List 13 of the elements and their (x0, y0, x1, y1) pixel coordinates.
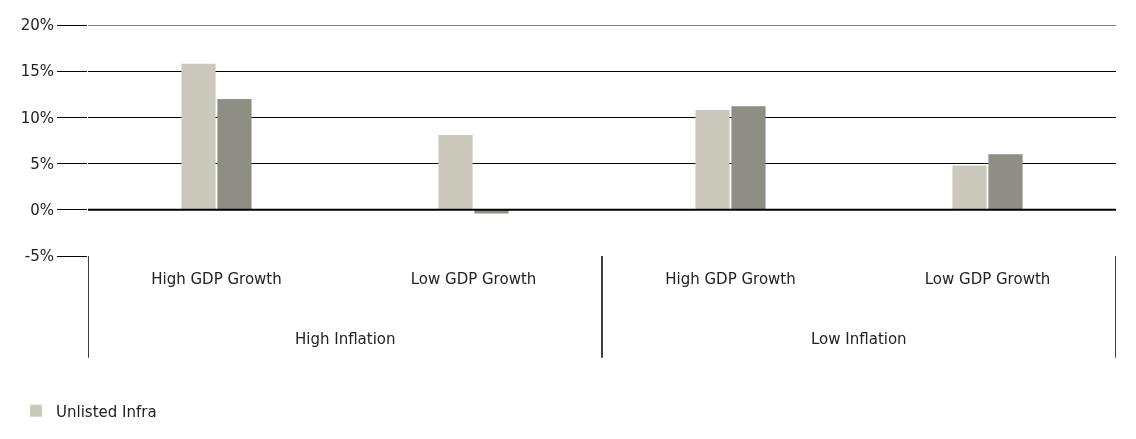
x-tick-label: Low GDP Growth (924, 270, 1051, 288)
y-tick-label: 15% (20, 62, 54, 81)
legend-label: Unlisted Infra (56, 402, 157, 421)
y-tick-label: -5% (24, 247, 54, 266)
y-tick-label: 20% (20, 16, 54, 35)
y-tick-label: 5% (30, 154, 54, 173)
y-tick-label: 0% (30, 201, 54, 220)
x-tick-label: High GDP Growth (665, 270, 796, 288)
x-tick-label: Low GDP Growth (410, 270, 537, 288)
y-tick-label: 10% (20, 108, 54, 127)
text: High Inflation (295, 330, 396, 348)
x-tick-label: High GDP Growth (151, 270, 282, 288)
text: Low Inflation (811, 330, 907, 348)
